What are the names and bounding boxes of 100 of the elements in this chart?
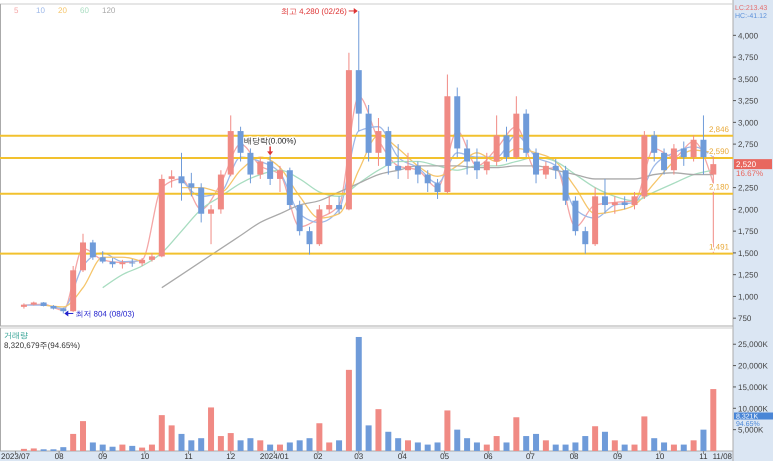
bar bbox=[690, 440, 697, 451]
bar bbox=[296, 440, 303, 451]
candlestick bbox=[414, 161, 421, 184]
candlestick bbox=[100, 250, 106, 264]
x-tick-label: 04 bbox=[398, 452, 408, 461]
bar bbox=[523, 436, 530, 451]
bar bbox=[670, 444, 677, 451]
candlestick bbox=[464, 139, 470, 176]
bar bbox=[30, 448, 37, 451]
bar bbox=[484, 444, 490, 451]
bar bbox=[148, 444, 155, 451]
bar bbox=[306, 438, 313, 451]
text: 120 bbox=[102, 6, 116, 15]
bar bbox=[60, 447, 66, 451]
candlestick bbox=[690, 134, 697, 162]
bar bbox=[158, 415, 165, 451]
bar bbox=[494, 436, 500, 451]
annotation: 배당락(0.00%) bbox=[244, 136, 296, 146]
bar bbox=[542, 440, 549, 451]
x-tick-label: 02 bbox=[314, 452, 323, 461]
bar bbox=[651, 438, 658, 451]
y-tick-label: 1,250 bbox=[738, 270, 759, 280]
y-tick-label: 3,750 bbox=[738, 53, 759, 62]
bar bbox=[622, 444, 628, 451]
candlestick bbox=[247, 148, 254, 184]
x-tick-label: 11 bbox=[184, 452, 194, 461]
bar bbox=[238, 440, 244, 451]
candlestick bbox=[661, 148, 668, 176]
candlestick bbox=[542, 161, 549, 180]
annotation: 최저 804 (08/03) bbox=[75, 309, 135, 318]
bar bbox=[336, 440, 342, 451]
chart-title: 거래량 bbox=[4, 331, 28, 340]
bar bbox=[385, 432, 392, 451]
bar bbox=[562, 444, 569, 451]
bar bbox=[612, 440, 618, 451]
x-tick-label: 08 bbox=[54, 452, 64, 461]
bar bbox=[70, 434, 76, 451]
candlestick bbox=[395, 144, 402, 180]
candlestick bbox=[622, 196, 628, 210]
bar bbox=[602, 432, 608, 451]
bar bbox=[316, 423, 322, 451]
bar bbox=[533, 434, 540, 451]
candlestick bbox=[168, 170, 175, 188]
bar bbox=[552, 444, 559, 451]
candlestick bbox=[257, 156, 264, 180]
x-tick-label: 2024/01 bbox=[260, 452, 290, 461]
candlestick bbox=[326, 196, 332, 214]
ref-line-label: 2,846 bbox=[708, 124, 730, 134]
bar bbox=[632, 444, 638, 451]
candlestick bbox=[612, 196, 618, 214]
candlestick bbox=[680, 141, 687, 166]
bar bbox=[661, 442, 668, 451]
bar bbox=[356, 336, 362, 451]
candlestick bbox=[405, 152, 412, 180]
y-tick-label: 1,500 bbox=[738, 248, 759, 258]
y-tick-label: 2,250 bbox=[738, 184, 759, 193]
text: 10 bbox=[36, 6, 46, 15]
candlestick bbox=[90, 239, 96, 260]
y-tick-label: 25,000K bbox=[738, 340, 768, 350]
x-tick-label: 08 bbox=[570, 452, 580, 461]
x-tick-label: 06 bbox=[484, 452, 494, 461]
candlestick bbox=[552, 158, 559, 180]
candlestick bbox=[238, 126, 244, 162]
bar bbox=[257, 440, 264, 451]
candlestick bbox=[533, 148, 540, 184]
candlestick bbox=[434, 178, 441, 200]
candlestick bbox=[129, 258, 136, 268]
bar bbox=[454, 430, 460, 451]
candlestick bbox=[651, 130, 658, 162]
text: 2,520 bbox=[736, 160, 757, 170]
bar bbox=[247, 438, 254, 451]
bar bbox=[395, 438, 402, 451]
candlestick bbox=[375, 118, 382, 166]
candlestick bbox=[670, 144, 677, 176]
bar bbox=[119, 444, 126, 451]
x-tick-label: 03 bbox=[354, 452, 364, 461]
x-tick-label: 10 bbox=[140, 452, 150, 461]
candlestick bbox=[582, 226, 588, 254]
y-tick-label: 2,750 bbox=[738, 140, 759, 150]
bar bbox=[129, 446, 136, 451]
bar bbox=[208, 407, 214, 451]
y-tick-label: 4,000 bbox=[738, 31, 759, 40]
bar bbox=[424, 444, 431, 451]
bar bbox=[228, 433, 234, 451]
ref-line-label: 2,590 bbox=[708, 147, 730, 156]
y-tick-label: 20,000K bbox=[738, 362, 768, 371]
annotation: 8,320,679주(94.65%) bbox=[4, 341, 80, 350]
bar bbox=[178, 434, 184, 451]
x-tick-label: 09 bbox=[613, 452, 623, 461]
bar bbox=[513, 417, 520, 451]
bar bbox=[90, 442, 96, 451]
bar bbox=[444, 410, 450, 451]
x-tick-label: 12 bbox=[226, 452, 236, 461]
text: 20 bbox=[58, 6, 68, 15]
y-tick-label: 5,000K bbox=[738, 426, 764, 435]
bar bbox=[474, 442, 480, 451]
bar bbox=[572, 442, 578, 451]
candlestick bbox=[276, 165, 283, 192]
y-tick-label: 3,000 bbox=[738, 118, 759, 128]
bar bbox=[375, 409, 382, 451]
